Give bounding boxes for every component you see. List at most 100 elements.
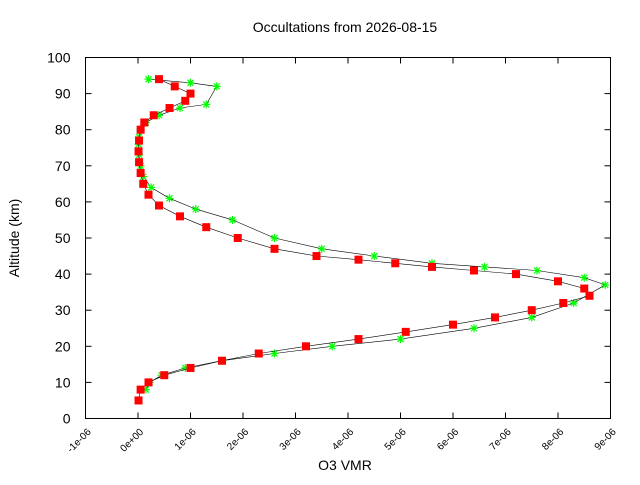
data-point [401,327,410,336]
x-tick-label: 1e-06 [173,427,199,453]
data-point [428,262,436,271]
data-point [569,298,578,307]
data-point [144,75,153,84]
data-point [135,136,144,145]
data-point [270,349,279,358]
x-tick-label: 3e-06 [278,427,304,453]
data-point [302,342,310,351]
data-point [480,262,489,271]
series-line [138,78,606,390]
data-point [527,313,536,322]
x-tick-label: -1e-06 [65,427,94,456]
data-point [370,252,379,261]
data-point [527,306,536,315]
data-point [533,266,541,275]
x-tick-label: 8e-06 [540,427,566,453]
y-tick-label: 70 [55,158,71,174]
y-tick-label: 10 [55,374,71,390]
series-2 [134,75,594,405]
y-tick-label: 60 [55,194,71,210]
series-line [138,78,590,401]
x-axis-label: O3 VMR [318,457,372,473]
series-1 [134,75,610,394]
data-point [218,356,226,365]
data-point [601,280,610,289]
data-point [391,259,400,268]
y-tick-label: 50 [55,230,71,246]
data-point [580,284,589,293]
data-point [140,118,149,127]
data-point [155,75,163,84]
data-point [312,252,321,261]
data-point [202,100,211,109]
data-point [328,342,337,351]
x-tick-label: 9e-06 [593,427,619,453]
data-point [176,212,184,221]
data-point [354,335,363,344]
data-point [202,223,211,232]
y-tick-label: 100 [47,50,71,66]
y-tick-label: 30 [55,302,71,318]
data-point [212,82,221,91]
data-point [149,111,158,120]
data-point [165,104,174,113]
data-point [559,298,568,307]
axis-ticks [85,57,611,419]
data-point [160,371,169,380]
data-point [136,125,145,134]
data-point [233,234,242,242]
y-tick-label: 90 [55,86,71,102]
data-point [491,313,499,322]
y-tick-label: 20 [55,338,71,354]
data-point [147,183,156,192]
y-tick-label: 40 [55,266,71,282]
data-point [186,363,195,372]
data-point [585,291,594,300]
data-point [317,244,326,253]
x-tick-label: 2e-06 [225,427,251,453]
data-series [134,75,610,405]
data-point [136,169,145,178]
x-tick-label: 5e-06 [383,427,409,453]
data-point [254,349,263,358]
data-point [139,179,148,188]
data-point [228,215,237,224]
data-point [554,277,562,286]
x-tick-label: 4e-06 [330,427,356,453]
data-point [181,96,190,105]
data-point [191,205,200,214]
y-tick-label: 0 [63,411,71,427]
data-point [165,194,174,203]
data-point [181,363,190,372]
data-point [135,158,144,167]
data-point [396,335,405,344]
data-point [470,266,478,275]
data-point [176,104,184,113]
data-point [141,385,150,394]
x-tick-label: 6e-06 [435,427,461,453]
data-point [134,396,143,405]
plot-frame [85,57,611,419]
data-point [170,82,179,91]
data-point [155,201,163,210]
chart-title: Occultations from 2026-08-15 [253,19,438,35]
data-point [580,273,589,282]
data-point [354,255,363,264]
data-point [144,378,153,387]
data-point [134,147,143,156]
x-tick-label: 0e+00 [118,427,146,455]
data-point [155,111,163,120]
data-point [186,78,195,87]
data-point [512,270,520,279]
data-point [470,324,478,333]
data-point [136,385,145,394]
data-point [186,89,195,98]
data-point [144,190,153,199]
y-axis-label: Altitude (km) [6,199,22,278]
data-point [270,244,279,253]
y-tick-label: 80 [55,122,71,138]
data-point [270,234,279,242]
data-point [449,320,457,329]
